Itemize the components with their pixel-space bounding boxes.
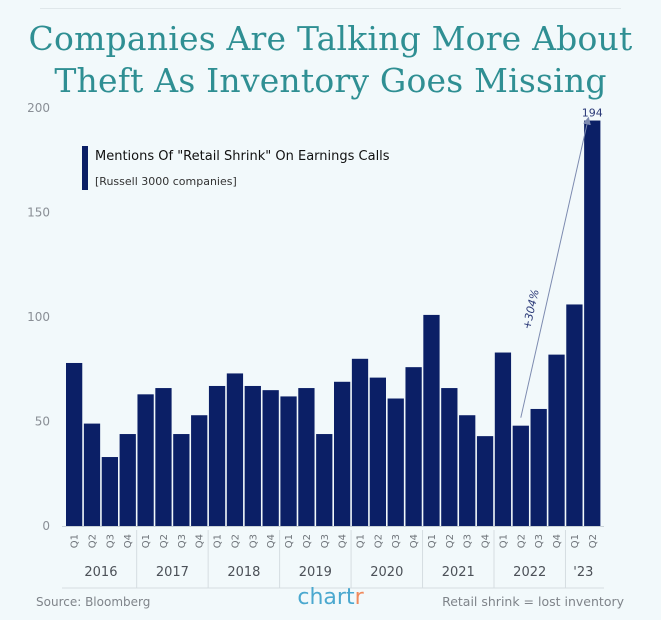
legend: Mentions Of "Retail Shrink" On Earnings … bbox=[82, 146, 390, 190]
year-label: 2016 bbox=[84, 565, 117, 580]
brand-logo-main: chart bbox=[297, 585, 355, 610]
bar bbox=[298, 388, 315, 526]
year-label: 2017 bbox=[156, 565, 189, 580]
bar bbox=[66, 362, 83, 526]
top-rule bbox=[40, 8, 621, 9]
bar bbox=[208, 385, 226, 526]
quarter-tick-label: Q4 bbox=[481, 534, 492, 548]
quarter-tick-label: Q2 bbox=[159, 534, 170, 548]
growth-annotation-label: +304% bbox=[520, 288, 542, 331]
quarter-tick-label: Q2 bbox=[88, 534, 99, 548]
year-label: 2022 bbox=[513, 565, 546, 580]
year-label: '23 bbox=[573, 565, 593, 580]
bar bbox=[494, 352, 512, 526]
bar bbox=[387, 398, 404, 526]
bar bbox=[226, 373, 244, 526]
quarter-tick-label: Q4 bbox=[338, 534, 349, 548]
quarter-tick-label: Q3 bbox=[320, 534, 331, 548]
legend-swatch bbox=[82, 146, 88, 190]
bar bbox=[262, 390, 279, 526]
bar bbox=[405, 367, 422, 526]
bar bbox=[83, 423, 101, 526]
quarter-tick-label: Q1 bbox=[356, 534, 367, 548]
bar bbox=[137, 394, 154, 526]
quarter-tick-label: Q1 bbox=[284, 534, 295, 548]
bar bbox=[351, 358, 369, 526]
quarter-tick-label: Q2 bbox=[302, 534, 313, 548]
quarter-tick-label: Q2 bbox=[373, 534, 384, 548]
legend-label: Mentions Of "Retail Shrink" On Earnings … bbox=[95, 149, 390, 164]
bar bbox=[280, 396, 297, 526]
quarter-tick-label: Q4 bbox=[266, 534, 277, 548]
bar bbox=[173, 434, 190, 526]
quarter-tick-label: Q2 bbox=[445, 534, 456, 548]
quarter-tick-label: Q1 bbox=[70, 534, 81, 548]
quarter-tick-label: Q3 bbox=[391, 534, 402, 548]
year-label: 2019 bbox=[299, 565, 332, 580]
quarter-tick-label: Q1 bbox=[570, 534, 581, 548]
bar bbox=[441, 388, 458, 526]
quarter-tick-label: Q3 bbox=[105, 534, 116, 548]
quarter-tick-label: Q2 bbox=[230, 534, 241, 548]
bar bbox=[566, 304, 583, 526]
y-tick-label: 0 bbox=[42, 519, 50, 533]
quarter-tick-label: Q4 bbox=[409, 534, 420, 548]
bar bbox=[369, 377, 386, 526]
bar bbox=[423, 314, 440, 526]
growth-arrow bbox=[520, 116, 591, 418]
quarter-tick-label: Q4 bbox=[195, 534, 206, 548]
y-axis: 0 50 100 150 200 bbox=[27, 101, 50, 533]
source-note: Source: Bloomberg bbox=[36, 595, 151, 609]
bar bbox=[512, 425, 529, 526]
quarter-tick-label: Q1 bbox=[427, 534, 438, 548]
bar-series bbox=[66, 120, 601, 526]
x-axis: Q1 Q2 Q3 Q4 Q1 Q2 Q3 Q4 Q1 Q2 Q3 Q4 Q1 Q2 Q3 Q4 Q1 Q2 Q3 Q4… bbox=[62, 526, 604, 589]
quarter-tick-label: Q1 bbox=[141, 534, 152, 548]
bar bbox=[476, 436, 494, 526]
quarter-tick-label: Q1 bbox=[498, 534, 509, 548]
bar bbox=[316, 434, 333, 526]
bar bbox=[155, 388, 172, 526]
chart-title: Companies Are Talking More About Theft A… bbox=[28, 19, 633, 100]
bar bbox=[584, 120, 601, 526]
bar bbox=[101, 457, 118, 526]
bar bbox=[530, 408, 547, 526]
y-tick-label: 150 bbox=[27, 206, 50, 220]
quarter-tick-label: Q3 bbox=[534, 534, 545, 548]
top-value-label: 194 bbox=[582, 107, 603, 120]
bar bbox=[191, 415, 208, 526]
y-tick-label: 50 bbox=[35, 415, 50, 429]
quarter-tick-label: Q4 bbox=[552, 534, 563, 548]
footnote: Retail shrink = lost inventory bbox=[442, 594, 624, 609]
bar bbox=[244, 385, 261, 526]
brand-logo-accent: r bbox=[354, 585, 364, 610]
y-tick-label: 100 bbox=[27, 310, 50, 324]
quarter-tick-label: Q2 bbox=[588, 534, 599, 548]
quarter-tick-label: Q3 bbox=[248, 534, 259, 548]
quarter-tick-label: Q2 bbox=[516, 534, 527, 548]
year-label: 2018 bbox=[227, 565, 260, 580]
bar bbox=[459, 415, 476, 526]
quarter-tick-label: Q3 bbox=[463, 534, 474, 548]
legend-sublabel: [Russell 3000 companies] bbox=[95, 175, 237, 188]
quarter-tick-label: Q3 bbox=[177, 534, 188, 548]
bar bbox=[334, 381, 351, 526]
y-tick-label: 200 bbox=[27, 101, 50, 115]
bar bbox=[119, 434, 136, 526]
year-label: 2020 bbox=[370, 565, 403, 580]
year-label: 2021 bbox=[442, 565, 475, 580]
brand-logo: chartr bbox=[0, 585, 661, 610]
quarter-tick-label: Q4 bbox=[123, 534, 134, 548]
bar bbox=[548, 354, 565, 526]
quarter-tick-label: Q1 bbox=[213, 534, 224, 548]
